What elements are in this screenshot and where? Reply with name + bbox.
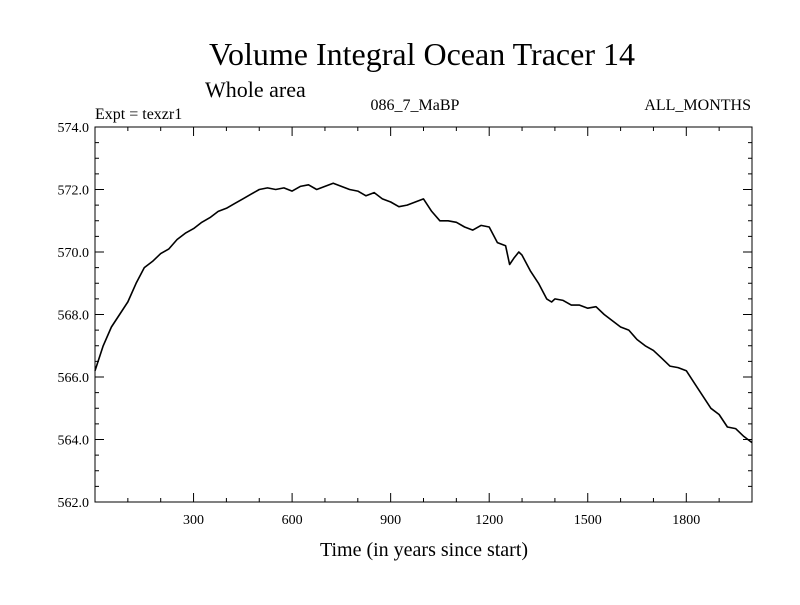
y-tick-label: 568.0: [58, 309, 90, 324]
x-axis-ticks: 300 600 900 1200 1500 1800: [127, 127, 720, 528]
experiment-label: Expt = texzr1: [95, 106, 182, 123]
y-tick-label: 572.0: [58, 184, 90, 199]
y-tick-label: 574.0: [58, 121, 90, 136]
x-axis-label: Time (in years since start): [320, 539, 528, 561]
y-tick-label: 562.0: [58, 496, 90, 511]
x-tick-label: 600: [282, 513, 303, 528]
period-label: 086_7_MaBP: [371, 97, 460, 114]
chart-subtitle: Whole area: [205, 77, 306, 102]
y-axis-ticks: 562.0 564.0 566.0 568.0 570.0 572.0 574.0: [58, 121, 752, 511]
x-tick-label: 900: [380, 513, 401, 528]
x-tick-label: 1500: [574, 513, 602, 528]
x-tick-label: 300: [183, 513, 204, 528]
y-tick-label: 566.0: [58, 371, 90, 386]
y-tick-label: 564.0: [58, 434, 90, 449]
chart-title: Volume Integral Ocean Tracer 14: [209, 36, 635, 72]
data-series: [94, 182, 753, 444]
months-label: ALL_MONTHS: [644, 97, 751, 114]
series-line: [94, 182, 753, 444]
x-tick-label: 1800: [672, 513, 700, 528]
x-tick-label: 1200: [475, 513, 503, 528]
y-tick-label: 570.0: [58, 246, 90, 261]
plot-frame: [94, 126, 753, 503]
